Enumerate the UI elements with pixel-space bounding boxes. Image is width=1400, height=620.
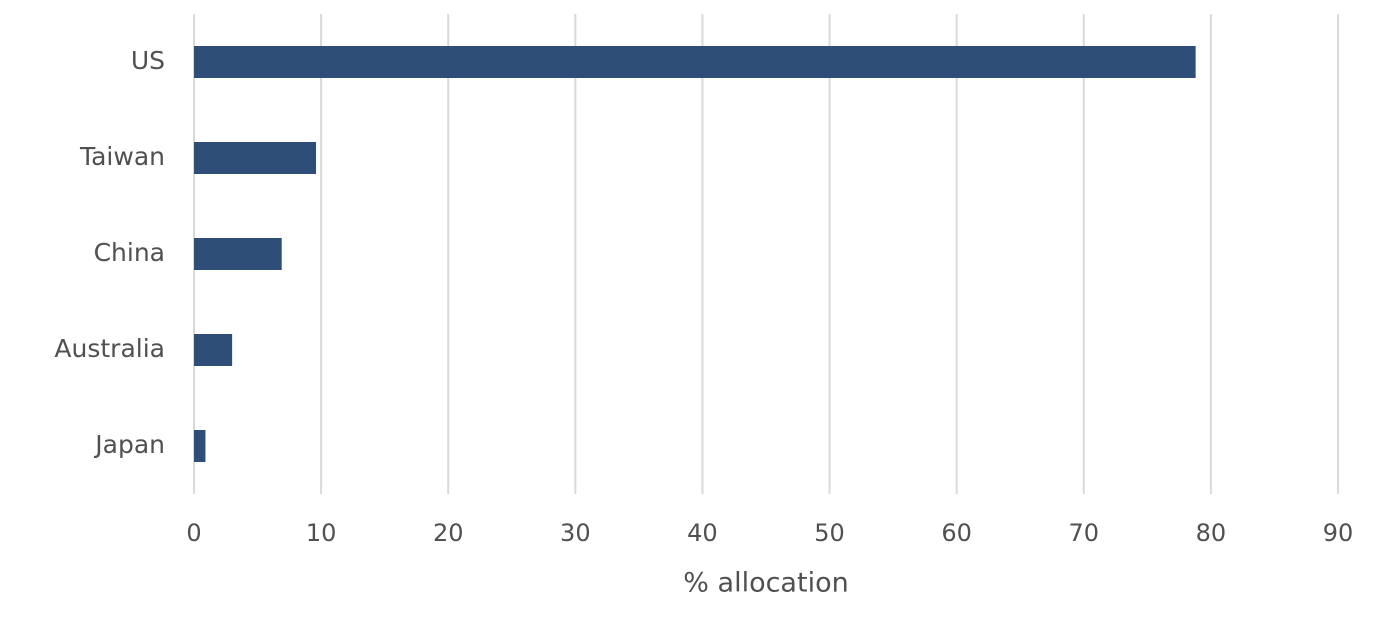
x-tick-label: 40 [687, 519, 718, 547]
x-tick-label: 60 [941, 519, 972, 547]
y-tick-label: US [131, 46, 165, 75]
y-tick-label: China [94, 238, 165, 267]
y-tick-label: Taiwan [79, 142, 165, 171]
x-tick-label: 20 [433, 519, 464, 547]
x-tick-label: 50 [814, 519, 845, 547]
bar [194, 430, 206, 462]
x-tick-label: 70 [1069, 519, 1100, 547]
x-tick-label: 80 [1196, 519, 1227, 547]
x-tick-label: 90 [1323, 519, 1354, 547]
x-tick-label: 10 [306, 519, 337, 547]
bar [194, 238, 282, 270]
bar [194, 334, 233, 366]
x-tick-label: 30 [560, 519, 591, 547]
x-axis-label: % allocation [683, 568, 848, 599]
x-tick-label: 0 [186, 519, 201, 547]
y-tick-label: Japan [93, 430, 165, 459]
y-tick-label: Australia [54, 334, 165, 363]
bar [194, 142, 317, 174]
bar [194, 46, 1196, 78]
